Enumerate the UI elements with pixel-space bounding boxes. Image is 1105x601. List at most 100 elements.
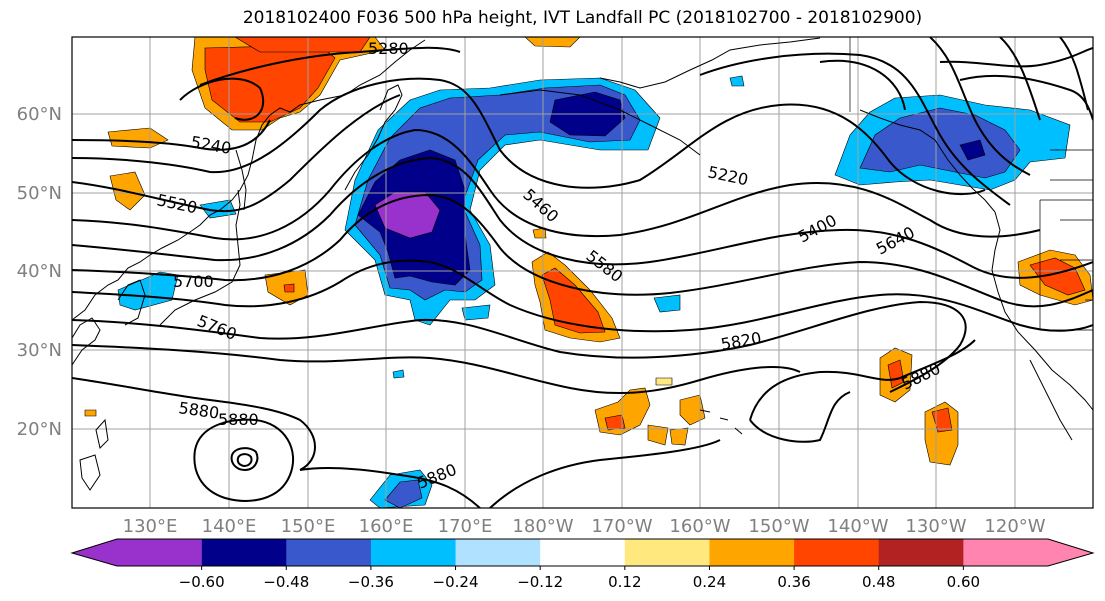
colorbar-tick-label: 0.36 xyxy=(777,573,810,591)
lon-labels: 130°E 140°E 150°E 160°E 170°E 180°W 170°… xyxy=(123,516,1046,537)
shade-japan-cyan xyxy=(117,271,179,311)
lon-label: 160°W xyxy=(669,516,730,537)
lon-label: 130°W xyxy=(905,516,966,537)
colorbar-segment xyxy=(455,539,541,566)
coast-alaska xyxy=(599,37,821,89)
colorbar-tick-label: −0.12 xyxy=(517,573,563,591)
shade-small-cyan-2 xyxy=(729,75,745,87)
contour-5520 xyxy=(72,94,401,213)
colorbar-tick-label: 0.48 xyxy=(862,573,895,591)
shade-hawaii-red xyxy=(604,414,626,431)
contour-5280 xyxy=(199,46,461,86)
shade-hawaii-orange-2 xyxy=(647,424,669,446)
contour-5240 xyxy=(72,119,271,151)
contour-label: 5640 xyxy=(873,223,918,259)
colorbar-segment xyxy=(878,539,964,566)
contour-ne-5580 xyxy=(959,74,1093,121)
shade-yellow-1 xyxy=(655,377,673,386)
lon-label: 160°E xyxy=(359,516,414,537)
colorbar-tick-label: −0.36 xyxy=(348,573,394,591)
contour-label: 5280 xyxy=(368,39,409,58)
colorbar-segment xyxy=(72,539,202,566)
contour-label: 5880 xyxy=(218,410,259,429)
contour-ne-5400 xyxy=(699,52,1011,206)
contour-5280-b xyxy=(179,77,265,121)
colorbar-segments xyxy=(72,539,1093,566)
contour-label: 5520 xyxy=(155,190,199,217)
colorbar-segment xyxy=(286,539,372,566)
contour-label: 5460 xyxy=(519,185,562,226)
shade-tiny-cyan xyxy=(392,369,405,379)
map-frame xyxy=(71,36,1094,509)
contour-5880-south xyxy=(489,439,721,508)
contour-label: 5400 xyxy=(795,211,840,247)
colorbar-segment xyxy=(624,539,710,566)
shade-cpac-cyan-2 xyxy=(461,304,491,321)
colorbar-segment xyxy=(794,539,880,566)
contour-label: 5700 xyxy=(173,272,214,291)
lon-label: 180°W xyxy=(512,516,573,537)
colorbar-segment xyxy=(540,539,626,566)
coast-aleutians xyxy=(499,89,701,156)
lat-label: 40°N xyxy=(17,261,62,282)
contour-ne-5640 xyxy=(929,37,1031,176)
shade-wus-red xyxy=(1029,257,1086,296)
height-contours xyxy=(72,37,1093,508)
contour-5700 xyxy=(72,193,1093,308)
coast-philippines xyxy=(79,454,101,491)
colorbar-tick-labels: −0.60 −0.48 −0.36 −0.24 −0.12 0.12 0.24 … xyxy=(179,573,980,591)
contour-label: 5240 xyxy=(189,132,232,158)
contour-5880-c xyxy=(299,466,481,508)
contour-label: 5880 xyxy=(414,460,459,493)
contour-label: 5880 xyxy=(177,398,220,422)
contour-5880-e2 xyxy=(749,391,851,443)
shade-small-orange-1 xyxy=(107,127,169,149)
lon-label: 170°W xyxy=(591,516,652,537)
colorbar: −0.60 −0.48 −0.36 −0.24 −0.12 0.12 0.24 … xyxy=(70,538,1095,591)
colorbar-tick-label: 0.12 xyxy=(608,573,641,591)
border-us-states xyxy=(1039,200,1093,330)
contour-5820 xyxy=(72,300,967,393)
lat-label: 20°N xyxy=(17,419,62,440)
lon-label: 140°E xyxy=(202,516,257,537)
lat-label: 30°N xyxy=(17,340,62,361)
contour-5860 xyxy=(72,344,801,395)
colorbar-segment xyxy=(709,539,795,566)
contour-5880-ring xyxy=(193,418,295,502)
contour-ne-5700 xyxy=(999,37,1041,121)
coast-korea xyxy=(117,279,146,326)
contour-ring-in1 xyxy=(230,447,259,472)
lon-label: 150°W xyxy=(748,516,809,537)
contour-5880-w xyxy=(72,377,316,471)
ivt-shading xyxy=(84,37,1093,508)
contour-5760 xyxy=(72,259,1093,333)
shade-bottom-blue xyxy=(384,479,423,508)
contour-5640 xyxy=(72,156,1093,279)
colorbar-tick-label: 0.60 xyxy=(947,573,980,591)
shade-goa-navy xyxy=(959,139,986,161)
lon-label: 130°E xyxy=(123,516,178,537)
colorbar-segment xyxy=(963,539,1093,566)
shade-top-orange-small xyxy=(524,37,581,48)
colorbar-tick-label: −0.48 xyxy=(263,573,309,591)
contour-5880-e xyxy=(749,339,976,421)
colorbar-ticks xyxy=(201,566,964,570)
coast-baja xyxy=(1029,359,1073,441)
contour-ne-5760 xyxy=(1059,37,1089,111)
contour-5580 xyxy=(72,128,1041,241)
coast-sakhalin xyxy=(235,149,247,211)
lat-labels: 60°N 50°N 40°N 30°N 20°N xyxy=(17,104,62,440)
lat-label: 60°N xyxy=(17,104,62,125)
shade-cpac-cyan xyxy=(653,294,681,313)
coast-japan xyxy=(159,189,241,326)
colorbar-outline xyxy=(70,538,1095,567)
shade-hawaii-orange-3 xyxy=(669,427,689,446)
coast-china-east xyxy=(72,317,101,366)
shade-small-red-3 xyxy=(283,283,295,293)
lat-label: 50°N xyxy=(17,183,62,204)
shade-tiny-orange-2 xyxy=(84,409,97,417)
contour-ring-in2 xyxy=(236,453,253,468)
coast-nwus xyxy=(991,211,1093,411)
contour-label: 5760 xyxy=(195,311,240,344)
